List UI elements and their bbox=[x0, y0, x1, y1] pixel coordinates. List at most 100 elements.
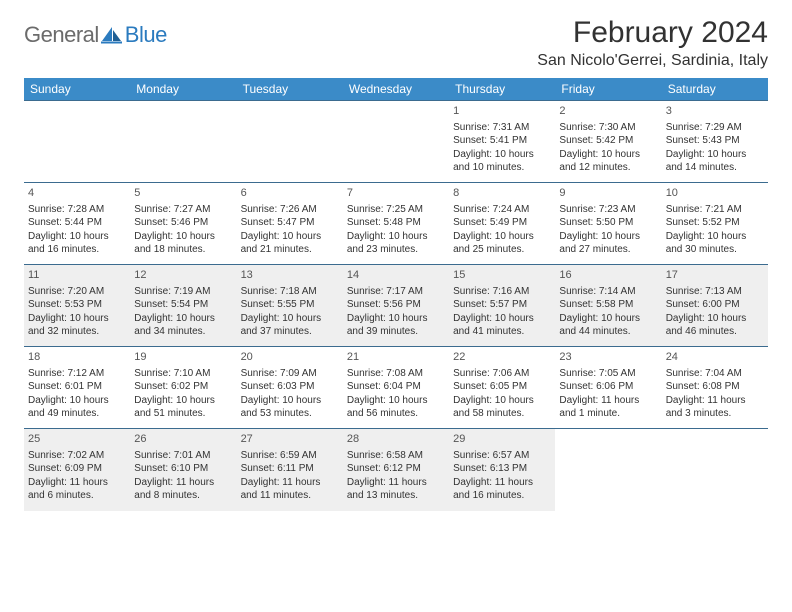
day-number: 15 bbox=[453, 268, 551, 283]
day-cell: 3Sunrise: 7:29 AMSunset: 5:43 PMDaylight… bbox=[662, 101, 768, 183]
sunrise-text: Sunrise: 7:27 AM bbox=[134, 203, 232, 217]
daylight-text: Daylight: 10 hours and 41 minutes. bbox=[453, 312, 551, 339]
day-cell: 6Sunrise: 7:26 AMSunset: 5:47 PMDaylight… bbox=[237, 183, 343, 265]
day-number: 1 bbox=[453, 104, 551, 119]
sunrise-text: Sunrise: 7:26 AM bbox=[241, 203, 339, 217]
sunset-text: Sunset: 6:00 PM bbox=[666, 298, 764, 312]
day-number: 27 bbox=[241, 432, 339, 447]
sunrise-text: Sunrise: 7:09 AM bbox=[241, 367, 339, 381]
day-cell: 19 Sunrise: 7:10 AMSunset: 6:02 PMDayligh… bbox=[130, 347, 236, 429]
week-row: 11Sunrise: 7:20 AMSunset: 5:53 PMDayligh… bbox=[24, 265, 768, 347]
logo-sail-icon bbox=[101, 26, 123, 44]
day-cell: 26Sunrise: 7:01 AMSunset: 6:10 PMDayligh… bbox=[130, 429, 236, 511]
daylight-text: Daylight: 10 hours and 21 minutes. bbox=[241, 230, 339, 257]
day-number: 28 bbox=[347, 432, 445, 447]
sunrise-text: Sunrise: 7:12 AM bbox=[28, 367, 126, 381]
sunrise-text: Sunrise: 7:10 AM bbox=[134, 367, 232, 381]
sunrise-text: Sunrise: 7:31 AM bbox=[453, 121, 551, 135]
logo-text-general: General bbox=[24, 22, 99, 48]
logo: General Blue bbox=[24, 22, 167, 48]
day-number: 22 bbox=[453, 350, 551, 365]
day-number: 10 bbox=[666, 186, 764, 201]
daylight-text: Daylight: 10 hours and 25 minutes. bbox=[453, 230, 551, 257]
daylight-text: Daylight: 11 hours and 1 minute. bbox=[559, 394, 657, 421]
sunrise-text: Sunrise: 7:25 AM bbox=[347, 203, 445, 217]
daylight-text: Daylight: 10 hours and 18 minutes. bbox=[134, 230, 232, 257]
daylight-text: Daylight: 11 hours and 3 minutes. bbox=[666, 394, 764, 421]
dayheader-saturday: Saturday bbox=[662, 78, 768, 101]
location: San Nicolo'Gerrei, Sardinia, Italy bbox=[537, 52, 768, 70]
sunrise-text: Sunrise: 7:19 AM bbox=[134, 285, 232, 299]
daylight-text: Daylight: 10 hours and 51 minutes. bbox=[134, 394, 232, 421]
sunrise-text: Sunrise: 7:17 AM bbox=[347, 285, 445, 299]
daylight-text: Daylight: 11 hours and 16 minutes. bbox=[453, 476, 551, 503]
sunrise-text: Sunrise: 6:59 AM bbox=[241, 449, 339, 463]
sunset-text: Sunset: 6:06 PM bbox=[559, 380, 657, 394]
daylight-text: Daylight: 10 hours and 37 minutes. bbox=[241, 312, 339, 339]
sunrise-text: Sunrise: 7:29 AM bbox=[666, 121, 764, 135]
logo-text-blue: Blue bbox=[125, 22, 167, 48]
sunset-text: Sunset: 6:05 PM bbox=[453, 380, 551, 394]
sunset-text: Sunset: 5:50 PM bbox=[559, 216, 657, 230]
sunrise-text: Sunrise: 6:58 AM bbox=[347, 449, 445, 463]
day-cell: 12Sunrise: 7:19 AMSunset: 5:54 PMDayligh… bbox=[130, 265, 236, 347]
sunrise-text: Sunrise: 7:04 AM bbox=[666, 367, 764, 381]
sunset-text: Sunset: 6:04 PM bbox=[347, 380, 445, 394]
calendar-table: SundayMondayTuesdayWednesdayThursdayFrid… bbox=[24, 78, 768, 511]
day-number: 2 bbox=[559, 104, 657, 119]
day-cell: 27Sunrise: 6:59 AMSunset: 6:11 PMDayligh… bbox=[237, 429, 343, 511]
sunset-text: Sunset: 5:54 PM bbox=[134, 298, 232, 312]
sunset-text: Sunset: 5:42 PM bbox=[559, 134, 657, 148]
day-cell: 20Sunrise: 7:09 AMSunset: 6:03 PMDayligh… bbox=[237, 347, 343, 429]
sunset-text: Sunset: 6:01 PM bbox=[28, 380, 126, 394]
sunset-text: Sunset: 5:53 PM bbox=[28, 298, 126, 312]
week-row: 18Sunrise: 7:12 AMSunset: 6:01 PMDayligh… bbox=[24, 347, 768, 429]
day-number: 14 bbox=[347, 268, 445, 283]
daylight-text: Daylight: 10 hours and 46 minutes. bbox=[666, 312, 764, 339]
sunset-text: Sunset: 6:02 PM bbox=[134, 380, 232, 394]
daylight-text: Daylight: 11 hours and 13 minutes. bbox=[347, 476, 445, 503]
sunset-text: Sunset: 6:08 PM bbox=[666, 380, 764, 394]
dayheader-wednesday: Wednesday bbox=[343, 78, 449, 101]
daylight-text: Daylight: 10 hours and 49 minutes. bbox=[28, 394, 126, 421]
day-number: 13 bbox=[241, 268, 339, 283]
week-row: 25Sunrise: 7:02 AMSunset: 6:09 PMDayligh… bbox=[24, 429, 768, 511]
day-cell: 5Sunrise: 7:27 AMSunset: 5:46 PMDaylight… bbox=[130, 183, 236, 265]
sunrise-text: Sunrise: 7:24 AM bbox=[453, 203, 551, 217]
daylight-text: Daylight: 10 hours and 58 minutes. bbox=[453, 394, 551, 421]
day-number: 7 bbox=[347, 186, 445, 201]
calendar-header: SundayMondayTuesdayWednesdayThursdayFrid… bbox=[24, 78, 768, 101]
day-cell: 25Sunrise: 7:02 AMSunset: 6:09 PMDayligh… bbox=[24, 429, 130, 511]
title-block: February 2024 San Nicolo'Gerrei, Sardini… bbox=[537, 16, 768, 70]
day-number: 19 bbox=[134, 350, 232, 365]
sunrise-text: Sunrise: 7:01 AM bbox=[134, 449, 232, 463]
sunrise-text: Sunrise: 7:28 AM bbox=[28, 203, 126, 217]
day-number: 21 bbox=[347, 350, 445, 365]
day-cell: 9Sunrise: 7:23 AMSunset: 5:50 PMDaylight… bbox=[555, 183, 661, 265]
daylight-text: Daylight: 11 hours and 6 minutes. bbox=[28, 476, 126, 503]
day-cell: 17Sunrise: 7:13 AMSunset: 6:00 PMDayligh… bbox=[662, 265, 768, 347]
day-cell: 10Sunrise: 7:21 AMSunset: 5:52 PMDayligh… bbox=[662, 183, 768, 265]
daylight-text: Daylight: 10 hours and 53 minutes. bbox=[241, 394, 339, 421]
sunrise-text: Sunrise: 7:20 AM bbox=[28, 285, 126, 299]
empty-cell bbox=[555, 429, 661, 511]
daylight-text: Daylight: 10 hours and 44 minutes. bbox=[559, 312, 657, 339]
daylight-text: Daylight: 10 hours and 39 minutes. bbox=[347, 312, 445, 339]
day-cell: 13Sunrise: 7:18 AMSunset: 5:55 PMDayligh… bbox=[237, 265, 343, 347]
daylight-text: Daylight: 10 hours and 10 minutes. bbox=[453, 148, 551, 175]
dayheader-monday: Monday bbox=[130, 78, 236, 101]
sunrise-text: Sunrise: 7:18 AM bbox=[241, 285, 339, 299]
day-cell: 21Sunrise: 7:08 AMSunset: 6:04 PMDayligh… bbox=[343, 347, 449, 429]
sunset-text: Sunset: 5:43 PM bbox=[666, 134, 764, 148]
sunset-text: Sunset: 6:10 PM bbox=[134, 462, 232, 476]
sunset-text: Sunset: 5:56 PM bbox=[347, 298, 445, 312]
day-cell: 29Sunrise: 6:57 AMSunset: 6:13 PMDayligh… bbox=[449, 429, 555, 511]
day-number: 8 bbox=[453, 186, 551, 201]
day-number: 23 bbox=[559, 350, 657, 365]
dayheader-friday: Friday bbox=[555, 78, 661, 101]
day-number: 4 bbox=[28, 186, 126, 201]
dayheader-sunday: Sunday bbox=[24, 78, 130, 101]
empty-cell bbox=[237, 101, 343, 183]
sunset-text: Sunset: 5:49 PM bbox=[453, 216, 551, 230]
empty-cell bbox=[24, 101, 130, 183]
